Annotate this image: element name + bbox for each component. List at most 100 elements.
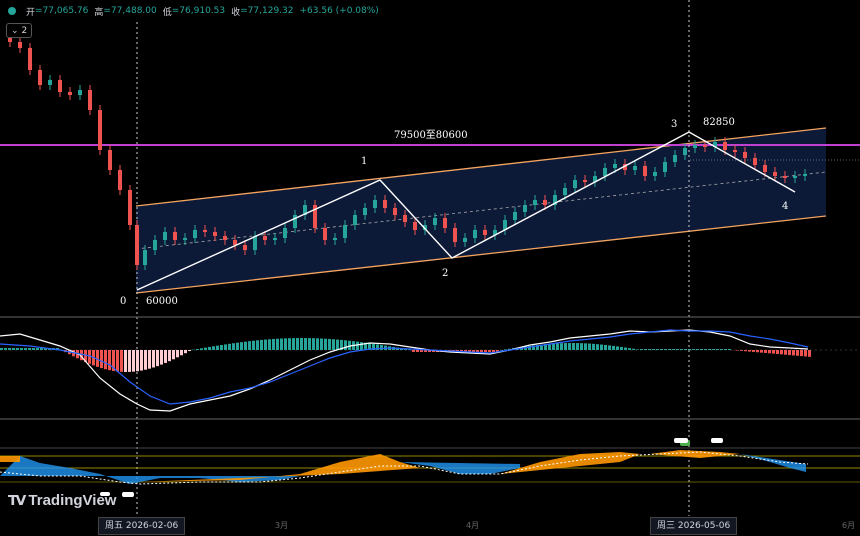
macd-bar xyxy=(100,350,103,369)
candle-body xyxy=(303,205,307,215)
candle-body xyxy=(623,164,627,170)
candle-body xyxy=(753,158,757,165)
macd-bar xyxy=(152,350,155,368)
macd-bar xyxy=(280,338,283,350)
candle-body xyxy=(68,92,72,95)
indicators-toggle-button[interactable]: ⌄ 2 xyxy=(6,23,33,38)
macd-bar xyxy=(248,341,251,350)
zone-label: 79500至80600 xyxy=(394,130,468,141)
time-tick-2: 4月 xyxy=(466,521,480,530)
macd-bar xyxy=(616,346,619,350)
macd-bar xyxy=(560,343,563,350)
macd-bar xyxy=(700,349,703,350)
candle-body xyxy=(673,155,677,162)
macd-bar xyxy=(296,338,299,350)
candle-body xyxy=(713,142,717,147)
macd-bar xyxy=(668,349,671,350)
high-price-label: 82850 xyxy=(703,117,735,128)
chevron-down-icon: ⌄ xyxy=(11,25,19,36)
candle-body xyxy=(283,228,287,238)
macd-bar xyxy=(184,350,187,354)
candle-body xyxy=(553,195,557,205)
macd-bar xyxy=(224,344,227,350)
macd-bar xyxy=(636,349,639,350)
macd-bar xyxy=(696,349,699,350)
macd-bar xyxy=(336,339,339,350)
macd-bar xyxy=(408,349,411,351)
candle-body xyxy=(243,245,247,250)
change-value: +63.56 (+0.08%) xyxy=(299,6,379,16)
elliott-wave-path[interactable] xyxy=(136,131,796,291)
macd-bar xyxy=(612,345,615,350)
macd-bar xyxy=(804,350,807,357)
candle-body xyxy=(523,205,527,212)
macd-bar xyxy=(588,343,591,350)
macd-bar xyxy=(44,348,47,350)
close-value: =77,129.32 xyxy=(240,6,294,16)
ohlc-legend: 开 =77,065.76 高 =77,488.00 低 =76,910.53 收… xyxy=(0,0,860,22)
macd-bar xyxy=(580,343,583,350)
macd-bar xyxy=(140,350,143,371)
macd-bar xyxy=(136,350,139,372)
macd-bar xyxy=(472,350,475,352)
macd-bar xyxy=(20,348,23,350)
macd-bar xyxy=(16,348,19,350)
macd-bar xyxy=(304,338,307,350)
channel-upper-line[interactable] xyxy=(135,127,827,207)
macd-line xyxy=(0,329,809,412)
macd-bar xyxy=(648,349,651,350)
candle-body xyxy=(108,150,112,170)
macd-bar xyxy=(348,340,351,350)
macd-bar xyxy=(544,344,547,350)
macd-bar xyxy=(604,344,607,350)
macd-bar xyxy=(148,350,151,369)
macd-bar xyxy=(340,339,343,350)
candle-body xyxy=(333,238,337,240)
macd-bar xyxy=(808,350,811,357)
macd-bar xyxy=(128,350,131,372)
macd-bar xyxy=(424,350,427,352)
macd-bar xyxy=(24,348,27,350)
macd-bar xyxy=(200,348,203,350)
macd-bar xyxy=(108,350,111,371)
candle-body xyxy=(803,174,807,176)
macd-bar xyxy=(468,350,471,352)
candle-body xyxy=(233,240,237,245)
candle-body xyxy=(353,215,357,225)
signal-marker-white-2 xyxy=(711,438,723,443)
candle-body xyxy=(453,228,457,242)
candle-body xyxy=(343,225,347,238)
macd-bar xyxy=(576,343,579,350)
macd-bar xyxy=(316,338,319,350)
macd-bar xyxy=(756,350,759,353)
candle-body xyxy=(253,236,257,250)
macd-bar xyxy=(84,350,87,363)
candle-body xyxy=(183,238,187,240)
macd-bar xyxy=(652,349,655,350)
macd-bar xyxy=(564,343,567,350)
candle-body xyxy=(323,228,327,240)
macd-bar xyxy=(12,348,15,350)
time-tick-3: 6月 xyxy=(842,521,856,530)
macd-bar xyxy=(540,344,543,350)
macd-bar xyxy=(132,350,135,372)
macd-bar xyxy=(144,350,147,370)
macd-bar xyxy=(620,346,623,350)
candle-body xyxy=(723,142,727,150)
macd-bar xyxy=(188,350,191,352)
macd-bar xyxy=(268,339,271,350)
low-value: =76,910.53 xyxy=(171,6,226,16)
rising-channel xyxy=(136,128,826,293)
candle-body xyxy=(633,166,637,170)
candle-body xyxy=(213,232,217,236)
candle-body xyxy=(423,225,427,230)
macd-bar xyxy=(372,343,375,350)
candle-body xyxy=(483,230,487,235)
channel-lower-line[interactable] xyxy=(135,215,827,294)
macd-bar xyxy=(172,350,175,360)
candle-body xyxy=(793,176,797,178)
macd-bar xyxy=(676,349,679,350)
candle-body xyxy=(118,170,122,190)
macd-bar xyxy=(56,348,59,350)
